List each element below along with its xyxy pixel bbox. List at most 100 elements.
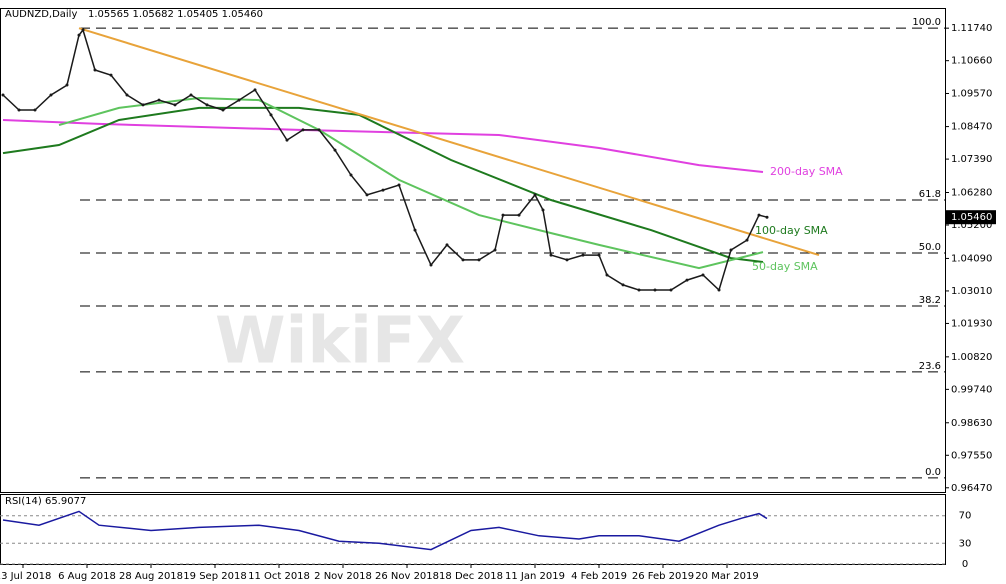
rsi-tick-label: 70 (959, 511, 972, 522)
y-tick-label: 1.11740 (951, 23, 992, 34)
y-tick-label: 0.99740 (951, 384, 992, 395)
price-point (729, 248, 733, 252)
price-point (517, 213, 521, 217)
y-tick-label: 1.10660 (951, 56, 992, 67)
price-point (285, 138, 289, 142)
rsi-tick-label: 0 (962, 559, 968, 570)
chart-title: AUDNZD,Daily (5, 9, 77, 20)
price-point (65, 83, 69, 87)
price-point (765, 215, 769, 219)
x-tick-label: 20 Mar 2019 (695, 571, 758, 582)
last-price-label: 1.05460 (951, 212, 992, 223)
price-point (77, 33, 81, 37)
price-point (173, 103, 177, 107)
rsi-panel (0, 494, 946, 565)
y-tick-label: 1.04090 (951, 253, 992, 264)
price-point (17, 108, 21, 112)
price-point (501, 213, 505, 217)
price-point (221, 108, 225, 112)
price-point (253, 88, 257, 92)
trendline (78, 27, 820, 257)
price-point (205, 103, 209, 107)
sma-line (2, 106, 764, 263)
x-tick-label: 13 Jul 2018 (0, 571, 51, 582)
price-point (477, 258, 481, 262)
x-tick-label: 2 Nov 2018 (314, 571, 372, 582)
price-point (445, 243, 449, 247)
price-point (597, 253, 601, 257)
price-point (717, 288, 721, 292)
fib-label: 100.0 (912, 17, 941, 28)
price-line (2, 510, 768, 551)
price-point (669, 288, 673, 292)
price-point (109, 73, 113, 77)
price-point (461, 258, 465, 262)
y-tick-label: 1.00820 (951, 352, 992, 363)
price-point (93, 68, 97, 72)
price-point (381, 188, 385, 192)
x-tick-label: 11 Oct 2018 (248, 571, 310, 582)
y-tick-label: 1.05200 (951, 220, 992, 231)
sma-line (2, 119, 764, 173)
price-point (533, 193, 537, 197)
price-point (621, 283, 625, 287)
y-tick-label: 0.96470 (951, 483, 992, 494)
rsi-tick-label: 30 (959, 538, 972, 549)
y-tick-label: 1.07390 (951, 154, 992, 165)
price-point (333, 148, 337, 152)
price-point (701, 273, 705, 277)
x-tick-label: 26 Feb 2019 (632, 571, 694, 582)
x-tick-label: 4 Feb 2019 (571, 571, 627, 582)
y-tick-label: 1.01930 (951, 318, 992, 329)
x-tick-label: 18 Dec 2018 (439, 571, 503, 582)
price-point (269, 113, 273, 117)
x-tick-label: 6 Aug 2018 (58, 571, 116, 582)
price-point (429, 263, 433, 267)
price-point (33, 108, 37, 112)
price-point (653, 288, 657, 292)
price-point (301, 128, 305, 132)
x-tick-label: 11 Jan 2019 (505, 571, 565, 582)
price-point (397, 183, 401, 187)
sma-label: 100-day SMA (755, 224, 828, 237)
y-tick-label: 0.98630 (951, 418, 992, 429)
price-point (757, 213, 761, 217)
price-point (365, 193, 369, 197)
y-tick-label: 0.97550 (951, 450, 992, 461)
price-point (685, 278, 689, 282)
price-point (745, 238, 749, 242)
price-point (317, 128, 321, 132)
x-tick-label: 28 Aug 2018 (119, 571, 183, 582)
watermark: WikiFX (215, 305, 465, 379)
price-point (1, 93, 5, 97)
price-point (237, 98, 241, 102)
chart-subtitle: 1.05565 1.05682 1.05405 1.05460 (88, 9, 263, 20)
price-point (49, 93, 53, 97)
price-point (605, 273, 609, 277)
x-tick-label: 26 Nov 2018 (375, 571, 439, 582)
price-panel (0, 8, 946, 493)
price-line (2, 28, 768, 292)
price-point (565, 258, 569, 262)
rsi-title: RSI(14) 65.9077 (5, 496, 86, 507)
price-point (349, 173, 353, 177)
price-point (549, 253, 553, 257)
price-point (157, 98, 161, 102)
sma-line (58, 96, 764, 270)
price-point (493, 248, 497, 252)
y-tick-label: 1.03010 (951, 286, 992, 297)
fib-label: 0.0 (925, 467, 941, 478)
fib-label: 23.6 (919, 361, 941, 372)
last-price-box (946, 210, 996, 225)
fib-label: 50.0 (919, 242, 941, 253)
y-tick-label: 1.06280 (951, 188, 992, 199)
fib-label: 61.8 (919, 189, 941, 200)
x-tick-label: 19 Sep 2018 (183, 571, 246, 582)
price-point (637, 288, 641, 292)
price-point (541, 208, 545, 212)
fib-label: 38.2 (919, 295, 941, 306)
sma-label: 50-day SMA (752, 260, 818, 273)
price-point (141, 103, 145, 107)
price-point (125, 93, 129, 97)
